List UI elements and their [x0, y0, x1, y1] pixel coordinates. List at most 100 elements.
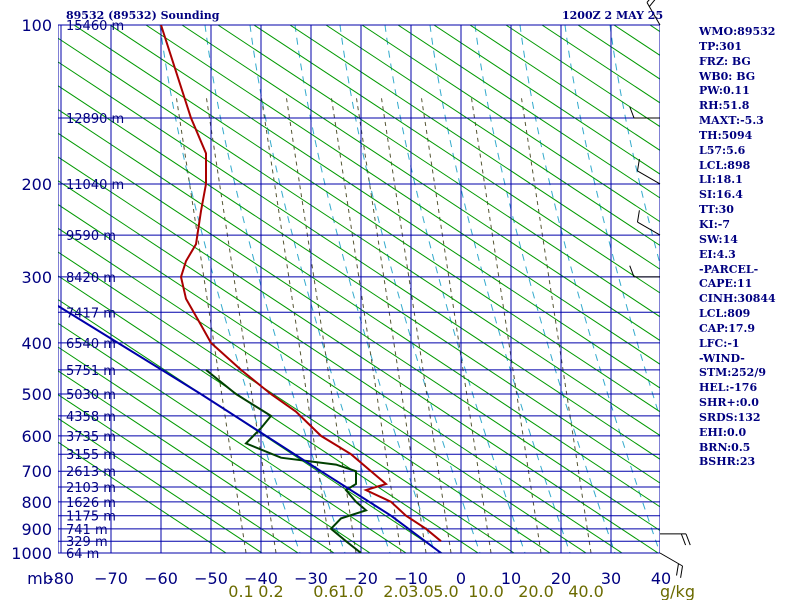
- dry-adiabat: [181, 25, 660, 342]
- dry-adiabat: [58, 61, 660, 460]
- parcel-trace: [58, 304, 442, 553]
- dry-adiabat: [58, 37, 660, 437]
- indices-panel: WMO:89532 TP:301 FRZ: BG WB0: BG PW:0.11 RH:5…: [699, 25, 800, 470]
- wind-barb: [629, 106, 660, 119]
- temp-tick-label: −40: [244, 569, 278, 588]
- height-label: 2103 m: [66, 481, 116, 496]
- pressure-label: 500: [21, 385, 52, 404]
- dry-adiabat: [58, 227, 551, 553]
- dry-adiabat: [58, 322, 407, 553]
- height-label: 4358 m: [66, 410, 116, 425]
- wind-barb: [659, 552, 684, 578]
- temp-tick-label: 0: [456, 569, 466, 588]
- pressure-label: 600: [21, 427, 52, 446]
- index-line: CAP:17.9: [699, 321, 756, 335]
- height-label: 1175 m: [66, 510, 116, 525]
- wind-barb-flag: [629, 106, 635, 119]
- gkg-unit-label: g/kg: [660, 582, 695, 600]
- moist-adiabat: [609, 25, 660, 266]
- temp-tick-label: 30: [601, 569, 621, 588]
- index-line: CAPE:11: [699, 277, 753, 291]
- mixing-ratio-label: 10.0: [468, 582, 504, 600]
- wind-barb-flag: [648, 0, 656, 7]
- wind-barb: [646, 0, 661, 26]
- temperature-trace: [160, 25, 442, 542]
- mixing-ratio-line: [380, 94, 452, 553]
- index-line: L57:5.6: [699, 143, 746, 157]
- temp-tick-label: −10: [394, 569, 428, 588]
- mixing-ratio-label: 0.6: [313, 582, 338, 600]
- wind-barb-flag: [676, 563, 679, 576]
- index-line: SI:16.4: [699, 188, 743, 202]
- index-line: WMO:89532: [699, 25, 776, 38]
- mixing-ratio-label: 2.0: [383, 582, 408, 600]
- index-line: BSHR:23: [699, 455, 756, 469]
- height-label: 6540 m: [66, 337, 116, 352]
- wind-barb-flag: [680, 533, 687, 546]
- wind-barb-flag: [680, 565, 684, 578]
- dry-adiabat: [361, 25, 660, 223]
- pressure-label: 800: [21, 493, 52, 512]
- mixing-ratio-label: 5.0: [433, 582, 458, 600]
- index-line: EI:4.3: [699, 247, 736, 261]
- height-label: 5751 m: [66, 364, 116, 379]
- dry-adiabat: [397, 25, 660, 199]
- wind-barb-flag: [646, 0, 650, 3]
- pressure-label: 100: [21, 16, 52, 35]
- mixing-ratio-line: [420, 94, 492, 553]
- temp-tick-label: −60: [144, 569, 178, 588]
- temp-tick-label: −20: [344, 569, 378, 588]
- isotherms: [58, 25, 660, 553]
- wind-barb: [660, 533, 691, 546]
- dewpoint-trace: [205, 369, 369, 553]
- temp-tick-label: -80: [48, 569, 74, 588]
- dry-adiabat: [145, 25, 660, 365]
- index-line: SW:14: [699, 232, 738, 246]
- mixing-ratio-label: 20.0: [518, 582, 554, 600]
- moist-adiabat: [159, 25, 301, 553]
- height-label: 8420 m: [66, 271, 116, 286]
- index-line: SRDS:132: [699, 410, 761, 424]
- dry-adiabat: [58, 298, 443, 553]
- dry-adiabat: [73, 25, 660, 413]
- index-line: LI:18.1: [699, 173, 743, 187]
- index-line: TP:301: [699, 39, 743, 53]
- dry-adiabat: [505, 25, 660, 128]
- temp-tick-label: 10: [501, 569, 521, 588]
- index-line: LCL:809: [699, 307, 751, 321]
- wind-barbs: [629, 0, 691, 578]
- height-label: 11040 m: [66, 178, 124, 193]
- mixing-ratio-line: [470, 94, 542, 553]
- temp-tick-label: −30: [294, 569, 328, 588]
- height-label: 7417 m: [66, 306, 116, 321]
- dry-adiabat: [58, 417, 263, 553]
- temp-tick-label: 40: [651, 569, 671, 588]
- mixing-ratio-line: [285, 94, 357, 553]
- index-line: TT:30: [699, 203, 734, 217]
- moist-adiabat: [384, 25, 526, 553]
- wind-barb-flag: [636, 159, 640, 172]
- height-label: 15460 m: [66, 19, 124, 34]
- wind-barb: [629, 265, 660, 278]
- dry-adiabat: [325, 25, 660, 247]
- mixing-ratio-label: 0.2: [258, 582, 283, 600]
- height-label: 9590 m: [66, 229, 116, 244]
- index-line: TH:5094: [699, 128, 753, 142]
- index-line: PW:0.11: [699, 84, 750, 98]
- index-line: HEL:-176: [699, 381, 758, 395]
- dry-adiabat: [289, 25, 660, 270]
- mixing-ratio-line: [205, 94, 277, 553]
- dry-adiabat: [58, 370, 335, 553]
- moist-adiabats: [159, 25, 660, 553]
- pressure-label: 400: [21, 334, 52, 353]
- height-label: 1626 m: [66, 496, 116, 511]
- mixing-ratio-label: 0.1: [228, 582, 253, 600]
- temp-tick-label: 20: [551, 569, 571, 588]
- mixing-ratio-line: [520, 94, 592, 553]
- moist-adiabat: [474, 25, 616, 553]
- index-line: -WIND-: [699, 351, 745, 365]
- wind-barb-staff: [637, 170, 661, 185]
- index-line: MAXT:-5.3: [699, 114, 764, 128]
- dry-adiabat: [469, 25, 660, 151]
- index-line: FRZ: BG: [699, 54, 751, 68]
